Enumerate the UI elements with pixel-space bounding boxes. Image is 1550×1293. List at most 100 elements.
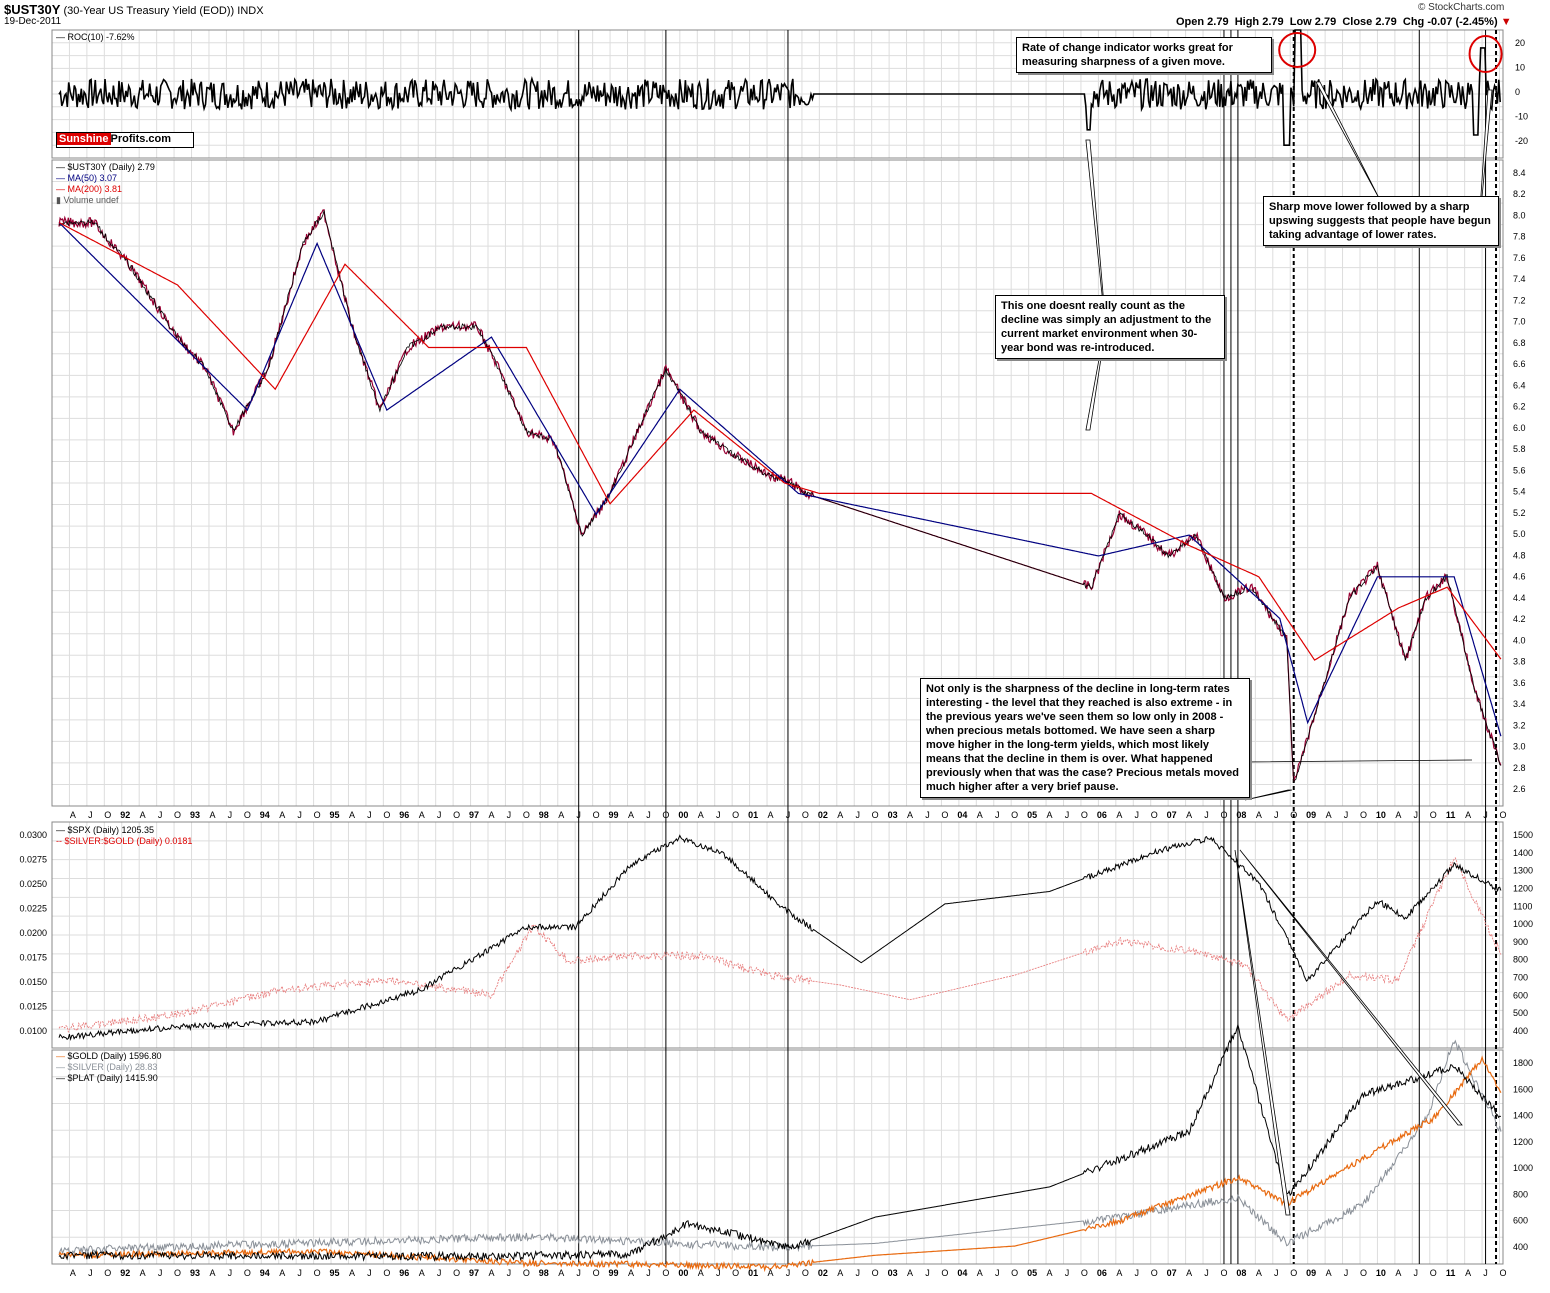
symbol-index: INDX — [237, 5, 264, 17]
x-tick-label: J — [1135, 1268, 1140, 1278]
x-tick-label: 07 — [1167, 810, 1177, 820]
adjust-note: This one doesnt really count as the decl… — [995, 295, 1225, 359]
sharp-move-note: Sharp move lower followed by a sharp ups… — [1263, 196, 1499, 246]
x-tick-label: 02 — [818, 810, 828, 820]
tick-label: 500 — [1513, 1008, 1528, 1018]
tick-label: 3.2 — [1513, 720, 1526, 730]
x-tick-label: 99 — [609, 1268, 619, 1278]
x-tick-label: A — [558, 810, 564, 820]
tick-label: 3.8 — [1513, 657, 1526, 667]
x-tick-label: A — [977, 810, 983, 820]
tick-label: 3.6 — [1513, 678, 1526, 688]
legend-volume: ▮ Volume undef — [56, 195, 119, 205]
x-tick-label: J — [1065, 1268, 1070, 1278]
x-tick-label: J — [1483, 810, 1488, 820]
tick-label: 7.0 — [1513, 317, 1526, 327]
x-tick-label: J — [786, 1268, 791, 1278]
x-tick-label: A — [349, 810, 355, 820]
x-tick-label: O — [732, 810, 739, 820]
tick-label: 0.0175 — [19, 953, 47, 963]
plat-line — [58, 1022, 1502, 1263]
x-tick-label: 10 — [1376, 1268, 1386, 1278]
down-arrow-icon: ▼ — [1500, 16, 1512, 28]
tick-label: 0.0150 — [19, 977, 47, 987]
x-tick-label: 04 — [957, 810, 967, 820]
legend-ratio-text: $SILVER:$GOLD (Daily) 0.0181 — [64, 836, 193, 846]
x-tick-label: O — [1430, 1268, 1437, 1278]
x-tick-label: O — [383, 810, 390, 820]
x-tick-label: A — [698, 1268, 704, 1278]
tick-label: 400 — [1513, 1242, 1528, 1252]
x-tick-label: 04 — [957, 1268, 967, 1278]
x-tick-label: J — [228, 1268, 233, 1278]
legend-ust-text: $UST30Y (Daily) 2.79 — [67, 162, 155, 172]
x-tick-label: O — [872, 810, 879, 820]
tick-label: 1400 — [1513, 1111, 1533, 1121]
x-tick-label: A — [140, 810, 146, 820]
tick-label: 0.0300 — [19, 830, 47, 840]
x-tick-label: 06 — [1097, 810, 1107, 820]
x-tick-label: A — [907, 1268, 913, 1278]
x-tick-label: A — [1465, 1268, 1471, 1278]
tick-label: 7.4 — [1513, 274, 1526, 284]
low-value: Low 2.79 — [1289, 16, 1337, 28]
x-tick-label: J — [228, 810, 233, 820]
x-tick-label: A — [628, 1268, 634, 1278]
tick-labels: 20 10 0 -10 -20 8.4 8.2 8.0 7.8 7.6 7.4 7.2 7.0 6.8 6.… — [19, 38, 1533, 1278]
x-tick-label: 92 — [120, 1268, 130, 1278]
tick-label: 3.4 — [1513, 699, 1526, 709]
roc-note: Rate of change indicator works great for… — [1016, 37, 1272, 73]
pointer-main-d — [1234, 849, 1291, 1216]
roc-line — [58, 29, 1501, 146]
x-tick-label: J — [297, 810, 302, 820]
tick-label: 7.8 — [1513, 232, 1526, 242]
tick-label: 1000 — [1513, 919, 1533, 929]
x-tick-label: A — [558, 1268, 564, 1278]
tick-label: 0.0100 — [19, 1026, 47, 1036]
x-tick-label: 03 — [888, 1268, 898, 1278]
pointer-adjust — [1085, 139, 1109, 353]
legend-volume-text: Volume undef — [63, 195, 119, 205]
x-tick-label: 09 — [1306, 810, 1316, 820]
x-tick-label: A — [349, 1268, 355, 1278]
x-tick-label: A — [419, 1268, 425, 1278]
tick-label: 1300 — [1513, 866, 1533, 876]
tick-label: 3.0 — [1513, 742, 1526, 752]
x-tick-label: 03 — [888, 810, 898, 820]
x-tick-label: O — [941, 810, 948, 820]
x-tick-label: J — [925, 1268, 930, 1278]
series-group — [58, 29, 1502, 1273]
x-tick-label: O — [802, 1268, 809, 1278]
x-tick-label: 95 — [330, 810, 340, 820]
x-tick-label: 05 — [1027, 810, 1037, 820]
tick-label: 0 — [1515, 87, 1520, 97]
tick-label: 800 — [1513, 1189, 1528, 1199]
ma50-line — [58, 222, 1502, 737]
x-tick-label: O — [593, 1268, 600, 1278]
x-tick-label: 11 — [1446, 810, 1456, 820]
x-tick-label: O — [1081, 810, 1088, 820]
x-tick-label: O — [314, 1268, 321, 1278]
tick-label: 1800 — [1513, 1058, 1533, 1068]
x-tick-label: O — [244, 810, 251, 820]
logo-part-a: Sunshine — [57, 133, 111, 145]
tick-label: 1500 — [1513, 830, 1533, 840]
x-tick-label: A — [1395, 810, 1401, 820]
tick-label: 2.6 — [1513, 784, 1526, 794]
x-tick-label: J — [1274, 810, 1279, 820]
x-tick-label: A — [1326, 810, 1332, 820]
tick-label: 0.0125 — [19, 1002, 47, 1012]
panel-frames — [51, 29, 1504, 1265]
x-tick-label: A — [1326, 1268, 1332, 1278]
x-tick-label: O — [1011, 810, 1018, 820]
x-tick-label: O — [1360, 1268, 1367, 1278]
legend-ma200-text: MA(200) 3.81 — [67, 184, 123, 194]
tick-label: 0.0225 — [19, 904, 47, 914]
x-tick-label: A — [1047, 810, 1053, 820]
tick-label: 2.8 — [1513, 763, 1526, 773]
x-tick-label: A — [1256, 1268, 1262, 1278]
legend-ma200: — MA(200) 3.81 — [56, 184, 123, 194]
x-tick-label: A — [279, 810, 285, 820]
tick-label: 800 — [1513, 955, 1528, 965]
x-tick-label: A — [837, 1268, 843, 1278]
